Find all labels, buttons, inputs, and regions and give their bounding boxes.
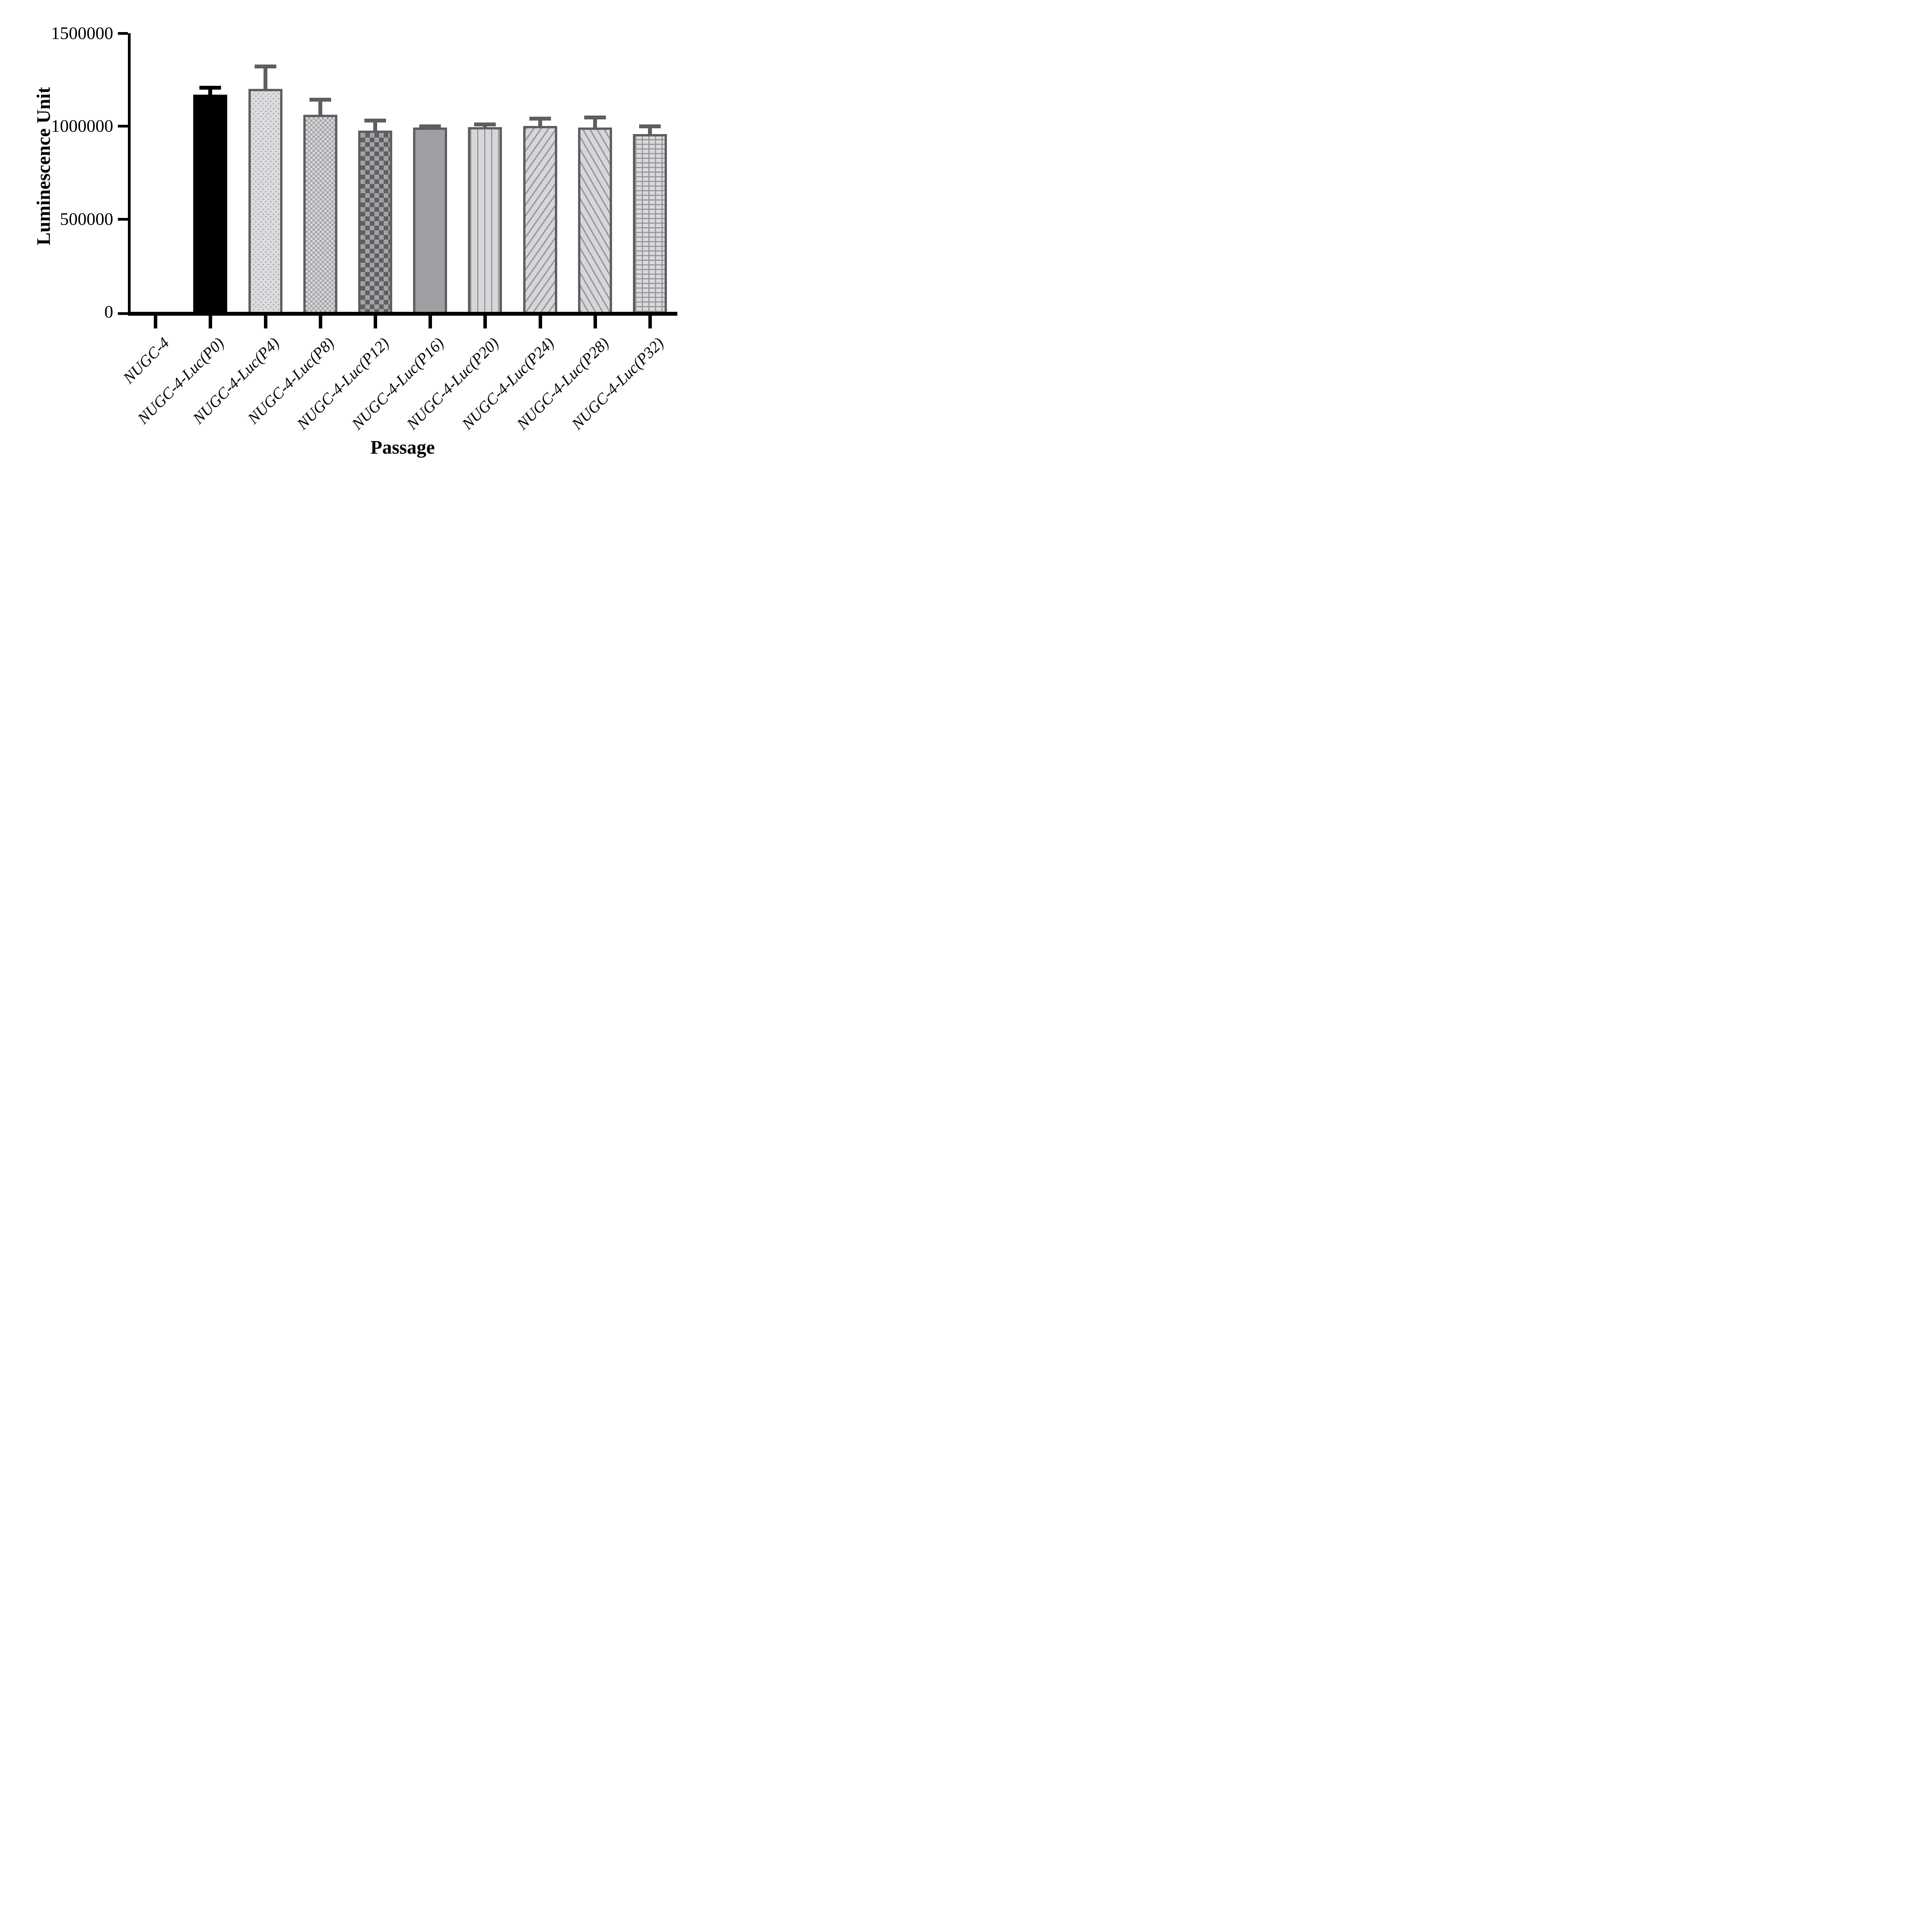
y-tick-label: 0 — [104, 302, 113, 321]
error-bar-stem — [263, 68, 267, 92]
y-axis-tick — [118, 312, 128, 315]
y-axis-line — [128, 33, 131, 316]
x-axis-line — [128, 312, 677, 316]
y-tick-label: 1000000 — [51, 116, 113, 136]
error-bar-cap — [639, 124, 661, 128]
error-bar-stem — [648, 127, 652, 136]
error-bar-cap — [584, 115, 606, 119]
x-axis-tick — [483, 316, 487, 328]
error-bar-cap — [254, 65, 276, 69]
x-axis-tick — [264, 316, 267, 328]
error-bar-cap — [419, 124, 441, 128]
bar-nugc-4-luc-p12- — [358, 131, 392, 312]
x-axis-tick — [318, 316, 322, 328]
bar-nugc-4-luc-p20- — [468, 127, 502, 312]
y-axis-title: Luminescence Unit — [32, 87, 54, 245]
error-bar-stem — [373, 121, 377, 133]
y-axis-tick — [118, 32, 128, 35]
bar-nugc-4-luc-p32- — [633, 134, 667, 312]
x-axis-tick — [538, 316, 542, 328]
x-axis-tick — [209, 316, 213, 328]
y-tick-label: 1500000 — [51, 23, 113, 43]
error-bar-cap — [199, 86, 221, 90]
bar-nugc-4-luc-p8- — [303, 115, 337, 312]
y-axis-tick — [118, 125, 128, 128]
bar-nugc-4-luc-p16- — [413, 127, 447, 312]
x-axis-tick — [154, 316, 158, 328]
y-axis-tick — [118, 218, 128, 221]
bar-nugc-4-luc-p28- — [578, 127, 612, 312]
error-bar-cap — [474, 122, 496, 126]
bar-nugc-4-luc-p24- — [523, 126, 557, 312]
bar-nugc-4-luc-p0- — [193, 94, 228, 312]
bar-chart-figure: Luminescence Unit Passage 0 500000 1000000… — [0, 0, 712, 490]
error-bar-stem — [593, 118, 597, 130]
x-axis-tick — [373, 316, 377, 328]
x-axis-tick — [593, 316, 597, 328]
error-bar-stem — [538, 120, 542, 129]
y-tick-label: 500000 — [60, 209, 113, 229]
error-bar-cap — [529, 117, 551, 121]
x-axis-tick — [648, 316, 652, 328]
error-bar-cap — [364, 118, 386, 122]
error-bar-stem — [318, 101, 322, 117]
error-bar-stem — [208, 89, 213, 97]
error-bar-cap — [309, 98, 331, 102]
x-axis-title: Passage — [370, 436, 435, 458]
x-axis-tick — [429, 316, 432, 328]
bar-nugc-4-luc-p4- — [248, 89, 282, 312]
